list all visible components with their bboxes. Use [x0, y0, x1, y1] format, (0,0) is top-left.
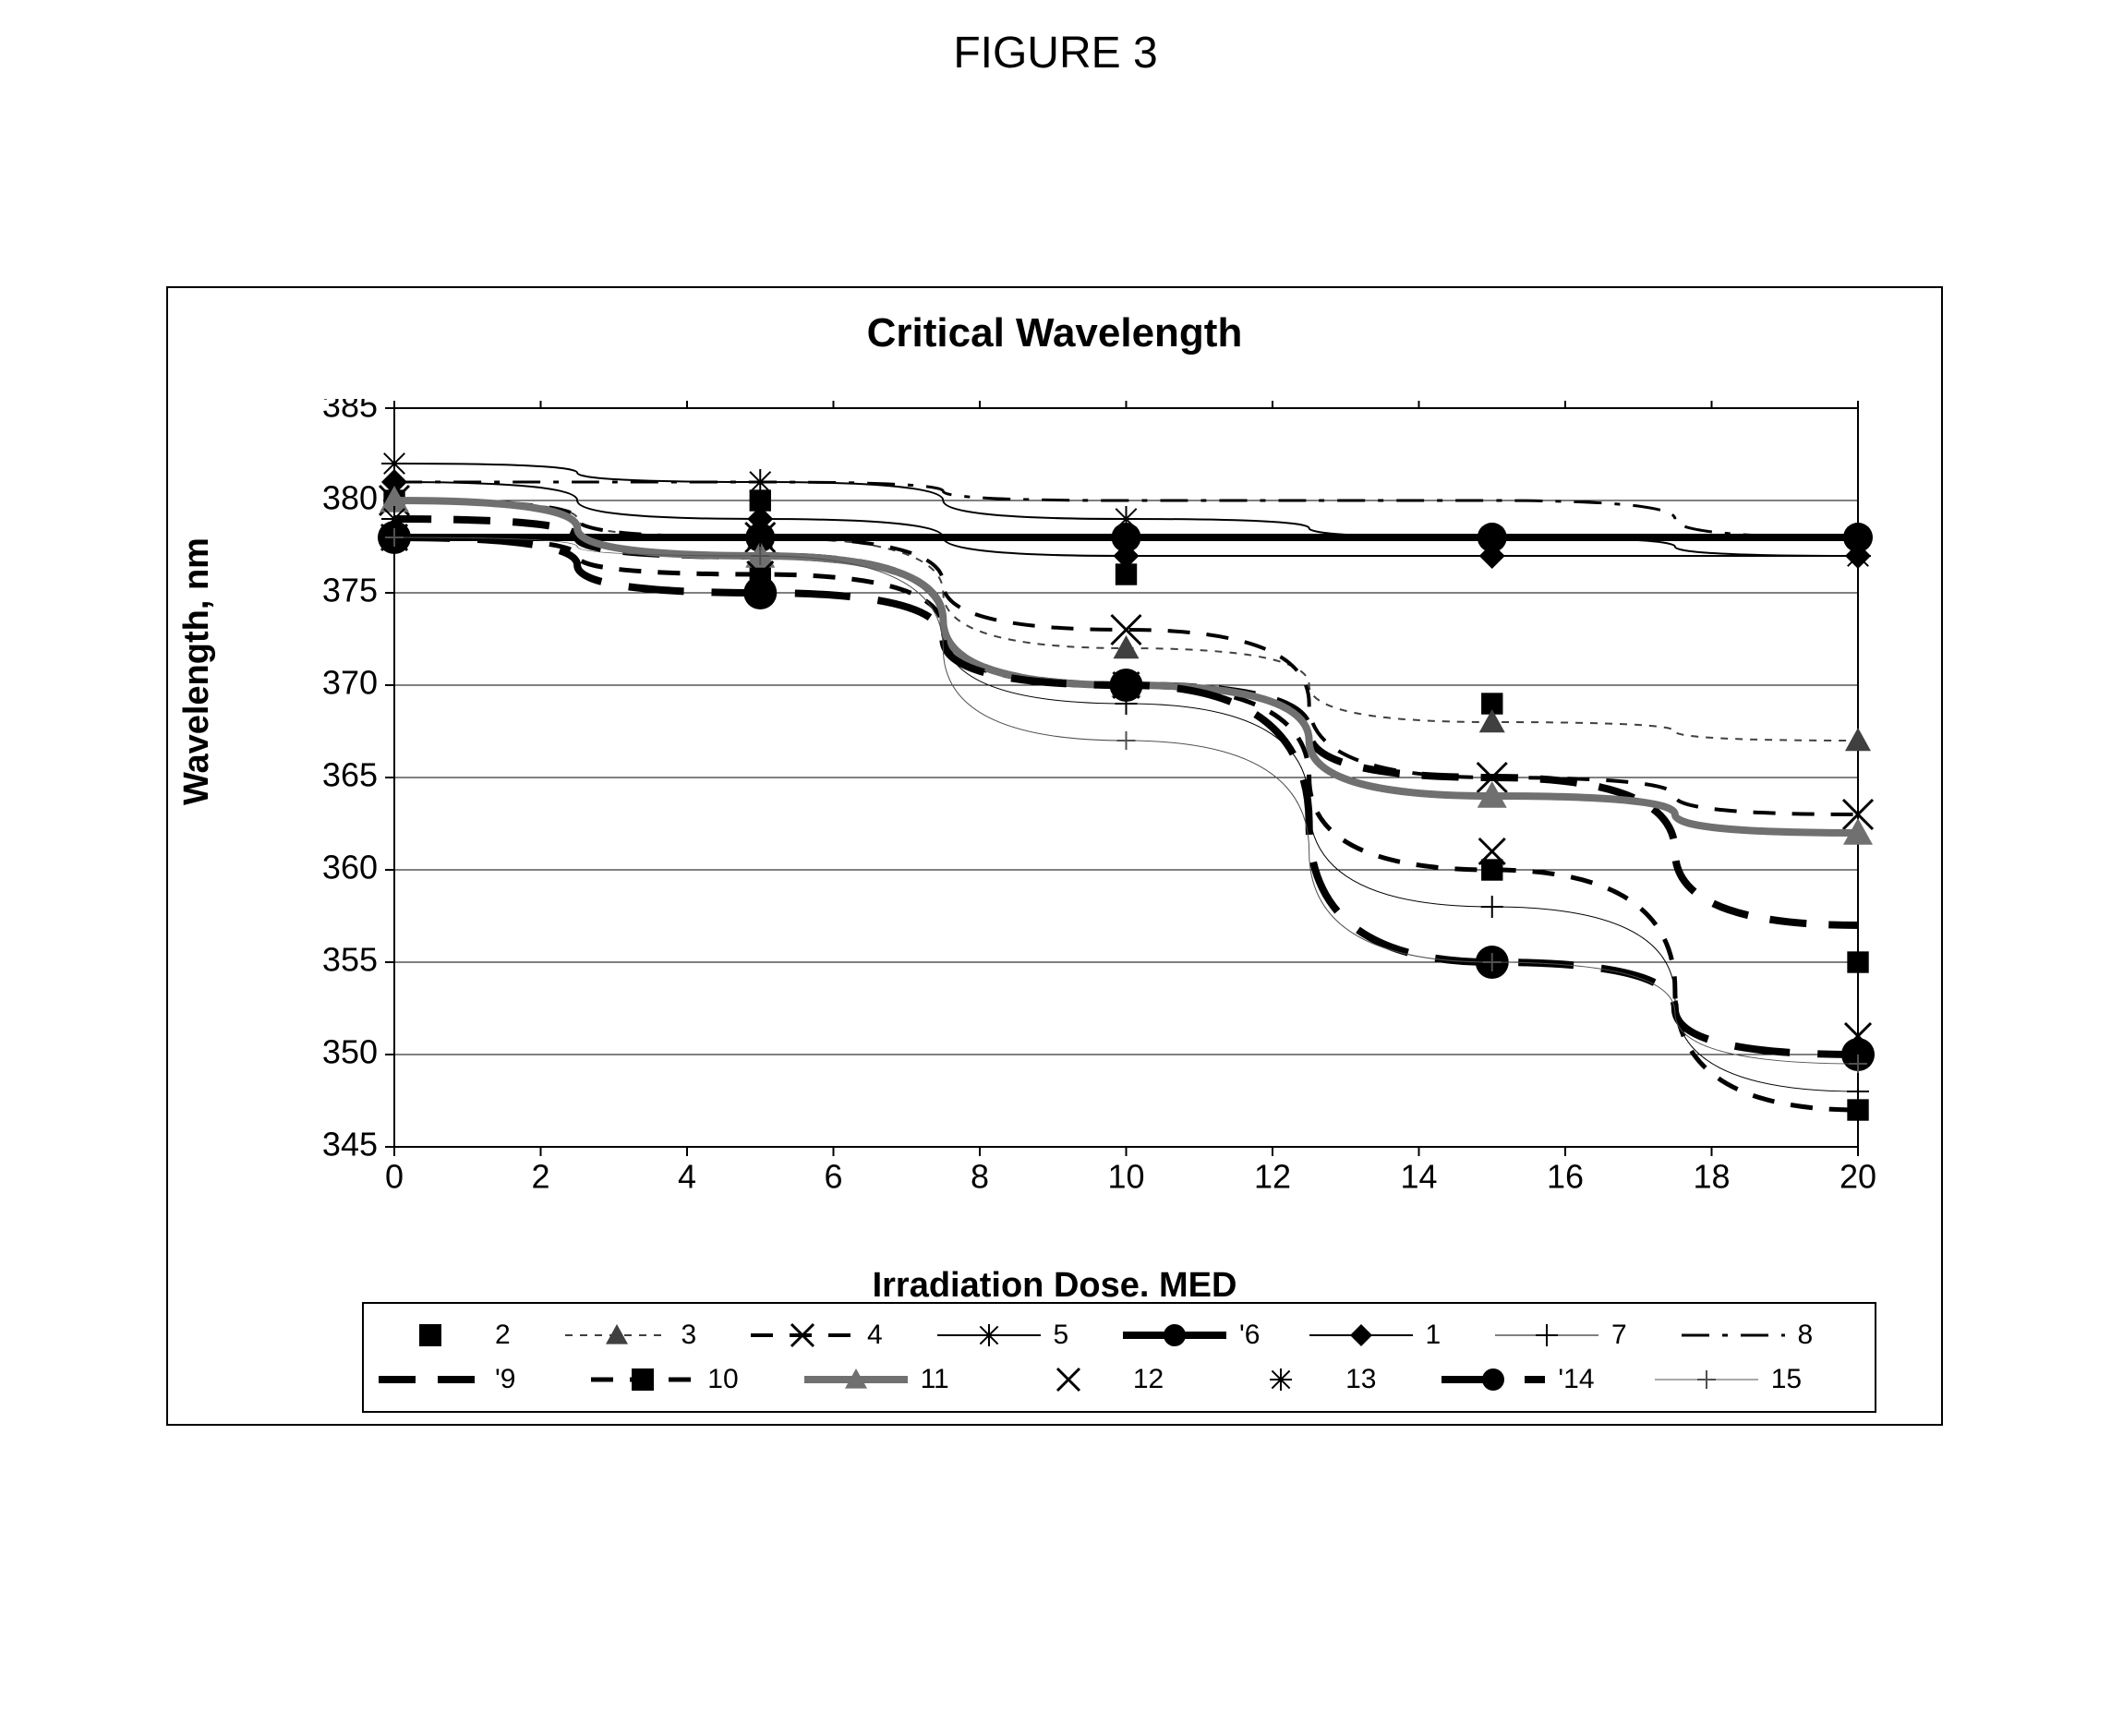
chart-title: Critical Wavelength [168, 310, 1941, 356]
svg-text:16: 16 [1547, 1157, 1584, 1195]
legend-label: 15 [1771, 1364, 1802, 1395]
legend-row: 2 3 4 5 '6 1 7 8 [375, 1313, 1864, 1357]
legend-label: 13 [1345, 1364, 1376, 1395]
legend-item-8: 8 [1678, 1320, 1864, 1351]
legend-label: '9 [495, 1364, 515, 1395]
legend-item-13: 13 [1225, 1364, 1438, 1395]
svg-text:12: 12 [1254, 1157, 1291, 1195]
svg-text:10: 10 [1107, 1157, 1144, 1195]
chart-container: Critical Wavelength Wavelength, nm 34535… [166, 286, 1943, 1426]
svg-text:4: 4 [678, 1157, 696, 1195]
legend-item-12: 12 [1013, 1364, 1225, 1395]
legend-item-11: 11 [801, 1364, 1013, 1395]
legend-label: 7 [1611, 1320, 1627, 1351]
legend-label: 4 [867, 1320, 883, 1351]
svg-text:355: 355 [322, 941, 378, 979]
legend-label: 8 [1798, 1320, 1814, 1351]
svg-text:2: 2 [531, 1157, 549, 1195]
svg-text:380: 380 [322, 479, 378, 517]
legend-item-14: '14 [1438, 1364, 1650, 1395]
legend-label: 5 [1054, 1320, 1069, 1351]
page: FIGURE 3 Critical Wavelength Wavelength,… [0, 0, 2111, 1736]
legend-label: '14 [1558, 1364, 1594, 1395]
y-axis-label: Wavelength, nm [177, 537, 217, 805]
svg-text:370: 370 [322, 664, 378, 702]
svg-text:20: 20 [1840, 1157, 1876, 1195]
legend-item-10: 10 [587, 1364, 800, 1395]
chart-svg: 345 350 355 360 365 370 375 380 385 0 2 4 6 8 10 12 14 16… [320, 399, 1876, 1202]
svg-text:18: 18 [1693, 1157, 1730, 1195]
x-axis-label: Irradiation Dose. MED [168, 1266, 1941, 1306]
svg-text:365: 365 [322, 756, 378, 794]
legend-item-3: 3 [561, 1320, 748, 1351]
svg-text:360: 360 [322, 849, 378, 886]
legend-label: 11 [921, 1364, 949, 1395]
figure-label: FIGURE 3 [0, 28, 2111, 78]
legend-label: '6 [1239, 1320, 1260, 1351]
svg-text:345: 345 [322, 1126, 378, 1163]
svg-text:0: 0 [385, 1157, 404, 1195]
legend-item-4: 4 [747, 1320, 934, 1351]
svg-text:14: 14 [1400, 1157, 1437, 1195]
svg-text:385: 385 [322, 399, 378, 425]
legend-item-2: 2 [375, 1320, 561, 1351]
legend-item-7: 7 [1491, 1320, 1678, 1351]
svg-text:350: 350 [322, 1033, 378, 1071]
legend-label: 12 [1133, 1364, 1164, 1395]
legend: 2 3 4 5 '6 1 7 8 '9 10 11 12 13 '14 15 [362, 1302, 1876, 1413]
svg-text:375: 375 [322, 572, 378, 609]
legend-label: 3 [682, 1320, 697, 1351]
legend-label: 2 [495, 1320, 511, 1351]
svg-text:8: 8 [971, 1157, 989, 1195]
legend-item-1: 1 [1306, 1320, 1492, 1351]
legend-row: '9 10 11 12 13 '14 15 [375, 1357, 1864, 1402]
legend-item-5: 5 [934, 1320, 1120, 1351]
svg-text:6: 6 [824, 1157, 842, 1195]
plot-area: 345 350 355 360 365 370 375 380 385 0 2 4 6 8 10 12 14 16… [320, 399, 1876, 1202]
legend-item-15: 15 [1651, 1364, 1864, 1395]
legend-label: 1 [1426, 1320, 1442, 1351]
legend-item-6: '6 [1119, 1320, 1306, 1351]
legend-label: 10 [707, 1364, 738, 1395]
legend-item-9: '9 [375, 1364, 587, 1395]
